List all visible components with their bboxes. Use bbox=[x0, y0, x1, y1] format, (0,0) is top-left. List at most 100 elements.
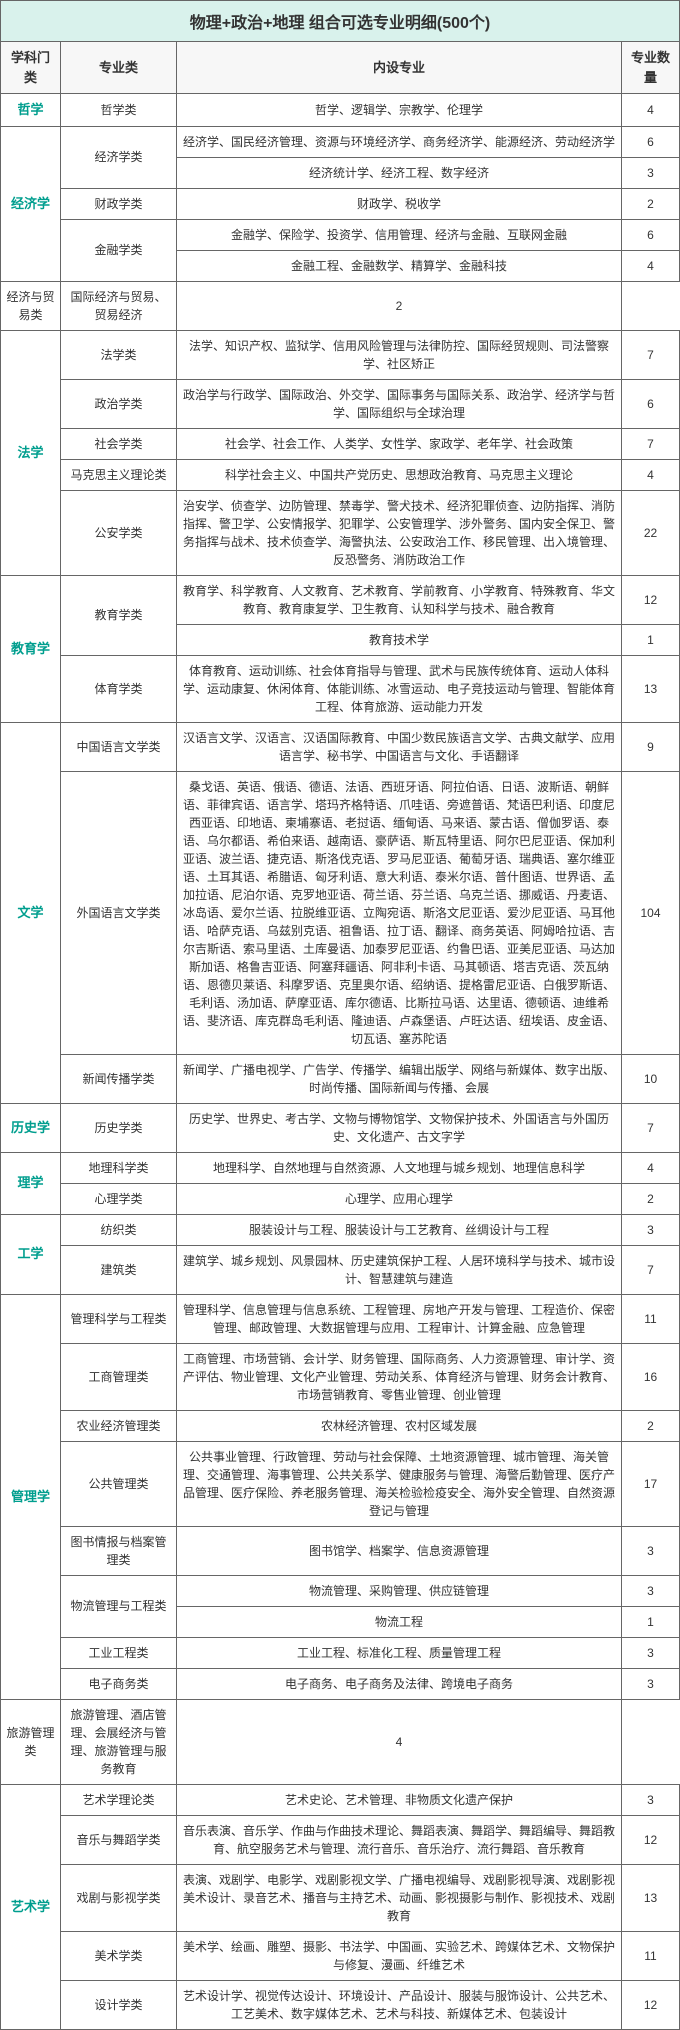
table-row: 财政学类财政学、税收学2 bbox=[1, 188, 680, 219]
count-cell: 6 bbox=[622, 379, 680, 428]
count-cell: 1 bbox=[622, 624, 680, 655]
category-cell: 马克思主义理论类 bbox=[61, 459, 177, 490]
table-row: 公安学类治安学、侦查学、边防管理、禁毒学、警犬技术、经济犯罪侦查、边防指挥、消防… bbox=[1, 490, 680, 575]
count-cell: 10 bbox=[622, 1054, 680, 1103]
count-cell: 3 bbox=[622, 1637, 680, 1668]
table-row: 哲学哲学类哲学、逻辑学、宗教学、伦理学4 bbox=[1, 94, 680, 127]
count-cell: 2 bbox=[622, 1183, 680, 1214]
table-row: 心理学类心理学、应用心理学2 bbox=[1, 1183, 680, 1214]
table-row: 经济学经济学类经济学、国民经济管理、资源与环境经济学、商务经济学、能源经济、劳动… bbox=[1, 126, 680, 157]
count-cell: 13 bbox=[622, 1864, 680, 1931]
table-row: 经济与贸易类国际经济与贸易、贸易经济2 bbox=[1, 281, 680, 330]
count-cell: 11 bbox=[622, 1931, 680, 1980]
majors-cell: 金融学、保险学、投资学、信用管理、经济与金融、互联网金融 bbox=[177, 219, 622, 250]
count-cell: 4 bbox=[177, 1699, 622, 1784]
category-cell: 中国语言文学类 bbox=[61, 722, 177, 771]
count-cell: 7 bbox=[622, 1103, 680, 1152]
majors-cell: 工商管理、市场营销、会计学、财务管理、国际商务、人力资源管理、审计学、资产评估、… bbox=[177, 1343, 622, 1410]
table-row: 旅游管理类旅游管理、酒店管理、会展经济与管理、旅游管理与服务教育4 bbox=[1, 1699, 680, 1784]
majors-cell: 财政学、税收学 bbox=[177, 188, 622, 219]
table-row: 设计学类艺术设计学、视觉传达设计、环境设计、产品设计、服装与服饰设计、公共艺术、… bbox=[1, 1980, 680, 2029]
count-cell: 4 bbox=[622, 250, 680, 281]
table-row: 新闻传播学类新闻学、广播电视学、广告学、传播学、编辑出版学、网络与新媒体、数字出… bbox=[1, 1054, 680, 1103]
category-cell: 教育学类 bbox=[61, 575, 177, 655]
discipline-cell: 历史学 bbox=[1, 1103, 61, 1152]
category-cell: 电子商务类 bbox=[61, 1668, 177, 1699]
category-cell: 经济学类 bbox=[61, 126, 177, 188]
table-row: 美术学类美术学、绘画、雕塑、摄影、书法学、中国画、实验艺术、跨媒体艺术、文物保护… bbox=[1, 1931, 680, 1980]
category-cell: 经济与贸易类 bbox=[1, 281, 61, 330]
category-cell: 管理科学与工程类 bbox=[61, 1294, 177, 1343]
count-cell: 2 bbox=[622, 1410, 680, 1441]
table-row: 电子商务类电子商务、电子商务及法律、跨境电子商务3 bbox=[1, 1668, 680, 1699]
majors-cell: 桑戈语、英语、俄语、德语、法语、西班牙语、阿拉伯语、日语、波斯语、朝鲜语、菲律宾… bbox=[177, 771, 622, 1054]
count-cell: 2 bbox=[177, 281, 622, 330]
majors-cell: 治安学、侦查学、边防管理、禁毒学、警犬技术、经济犯罪侦查、边防指挥、消防指挥、警… bbox=[177, 490, 622, 575]
discipline-cell: 教育学 bbox=[1, 575, 61, 722]
count-cell: 7 bbox=[622, 1245, 680, 1294]
category-cell: 新闻传播学类 bbox=[61, 1054, 177, 1103]
category-cell: 外国语言文学类 bbox=[61, 771, 177, 1054]
table-row: 建筑类建筑学、城乡规划、风景园林、历史建筑保护工程、人居环境科学与技术、城市设计… bbox=[1, 1245, 680, 1294]
table-row: 理学地理科学类地理科学、自然地理与自然资源、人文地理与城乡规划、地理信息科学4 bbox=[1, 1152, 680, 1183]
majors-cell: 服装设计与工程、服装设计与工艺教育、丝绸设计与工程 bbox=[177, 1214, 622, 1245]
count-cell: 13 bbox=[622, 655, 680, 722]
count-cell: 11 bbox=[622, 1294, 680, 1343]
majors-cell: 新闻学、广播电视学、广告学、传播学、编辑出版学、网络与新媒体、数字出版、时尚传播… bbox=[177, 1054, 622, 1103]
count-cell: 4 bbox=[622, 94, 680, 127]
category-cell: 社会学类 bbox=[61, 428, 177, 459]
majors-cell: 经济统计学、经济工程、数字经济 bbox=[177, 157, 622, 188]
count-cell: 1 bbox=[622, 1606, 680, 1637]
majors-cell: 法学、知识产权、监狱学、信用风险管理与法律防控、国际经贸规则、司法警察学、社区矫… bbox=[177, 330, 622, 379]
table-row: 体育学类体育教育、运动训练、社会体育指导与管理、武术与民族传统体育、运动人体科学… bbox=[1, 655, 680, 722]
count-cell: 22 bbox=[622, 490, 680, 575]
table-row: 图书情报与档案管理类图书馆学、档案学、信息资源管理3 bbox=[1, 1526, 680, 1575]
category-cell: 工商管理类 bbox=[61, 1343, 177, 1410]
count-cell: 4 bbox=[622, 459, 680, 490]
table-row: 工业工程类工业工程、标准化工程、质量管理工程3 bbox=[1, 1637, 680, 1668]
count-cell: 12 bbox=[622, 1815, 680, 1864]
count-cell: 4 bbox=[622, 1152, 680, 1183]
table-row: 法学法学类法学、知识产权、监狱学、信用风险管理与法律防控、国际经贸规则、司法警察… bbox=[1, 330, 680, 379]
header-category: 专业类 bbox=[61, 42, 177, 94]
majors-cell: 艺术设计学、视觉传达设计、环境设计、产品设计、服装与服饰设计、公共艺术、工艺美术… bbox=[177, 1980, 622, 2029]
category-cell: 工业工程类 bbox=[61, 1637, 177, 1668]
majors-cell: 教育技术学 bbox=[177, 624, 622, 655]
discipline-cell: 工学 bbox=[1, 1214, 61, 1294]
discipline-cell: 艺术学 bbox=[1, 1784, 61, 2029]
category-cell: 公共管理类 bbox=[61, 1441, 177, 1526]
table-row: 政治学类政治学与行政学、国际政治、外交学、国际事务与国际关系、政治学、经济学与哲… bbox=[1, 379, 680, 428]
category-cell: 物流管理与工程类 bbox=[61, 1575, 177, 1637]
count-cell: 3 bbox=[622, 157, 680, 188]
category-cell: 图书情报与档案管理类 bbox=[61, 1526, 177, 1575]
majors-cell: 工业工程、标准化工程、质量管理工程 bbox=[177, 1637, 622, 1668]
count-cell: 2 bbox=[622, 188, 680, 219]
majors-cell: 管理科学、信息管理与信息系统、工程管理、房地产开发与管理、工程造价、保密管理、邮… bbox=[177, 1294, 622, 1343]
table-row: 历史学历史学类历史学、世界史、考古学、文物与博物馆学、文物保护技术、外国语言与外… bbox=[1, 1103, 680, 1152]
table-row: 物流管理与工程类物流管理、采购管理、供应链管理3 bbox=[1, 1575, 680, 1606]
header-discipline: 学科门类 bbox=[1, 42, 61, 94]
table-row: 艺术学艺术学理论类艺术史论、艺术管理、非物质文化遗产保护3 bbox=[1, 1784, 680, 1815]
count-cell: 3 bbox=[622, 1668, 680, 1699]
discipline-cell: 文学 bbox=[1, 722, 61, 1103]
count-cell: 3 bbox=[622, 1526, 680, 1575]
majors-cell: 金融工程、金融数学、精算学、金融科技 bbox=[177, 250, 622, 281]
header-count: 专业数量 bbox=[622, 42, 680, 94]
table-row: 社会学类社会学、社会工作、人类学、女性学、家政学、老年学、社会政策7 bbox=[1, 428, 680, 459]
count-cell: 12 bbox=[622, 1980, 680, 2029]
header-majors: 内设专业 bbox=[177, 42, 622, 94]
table-row: 金融学类金融学、保险学、投资学、信用管理、经济与金融、互联网金融6 bbox=[1, 219, 680, 250]
table-row: 工商管理类工商管理、市场营销、会计学、财务管理、国际商务、人力资源管理、审计学、… bbox=[1, 1343, 680, 1410]
category-cell: 哲学类 bbox=[61, 94, 177, 127]
majors-cell: 物流管理、采购管理、供应链管理 bbox=[177, 1575, 622, 1606]
majors-cell: 经济学、国民经济管理、资源与环境经济学、商务经济学、能源经济、劳动经济学 bbox=[177, 126, 622, 157]
majors-cell: 哲学、逻辑学、宗教学、伦理学 bbox=[177, 94, 622, 127]
discipline-cell: 哲学 bbox=[1, 94, 61, 127]
majors-cell: 音乐表演、音乐学、作曲与作曲技术理论、舞蹈表演、舞蹈学、舞蹈编导、舞蹈教育、航空… bbox=[177, 1815, 622, 1864]
category-cell: 纺织类 bbox=[61, 1214, 177, 1245]
majors-cell: 国际经济与贸易、贸易经济 bbox=[61, 281, 177, 330]
table-row: 农业经济管理类农林经济管理、农村区域发展2 bbox=[1, 1410, 680, 1441]
majors-cell: 旅游管理、酒店管理、会展经济与管理、旅游管理与服务教育 bbox=[61, 1699, 177, 1784]
category-cell: 心理学类 bbox=[61, 1183, 177, 1214]
discipline-cell: 法学 bbox=[1, 330, 61, 575]
